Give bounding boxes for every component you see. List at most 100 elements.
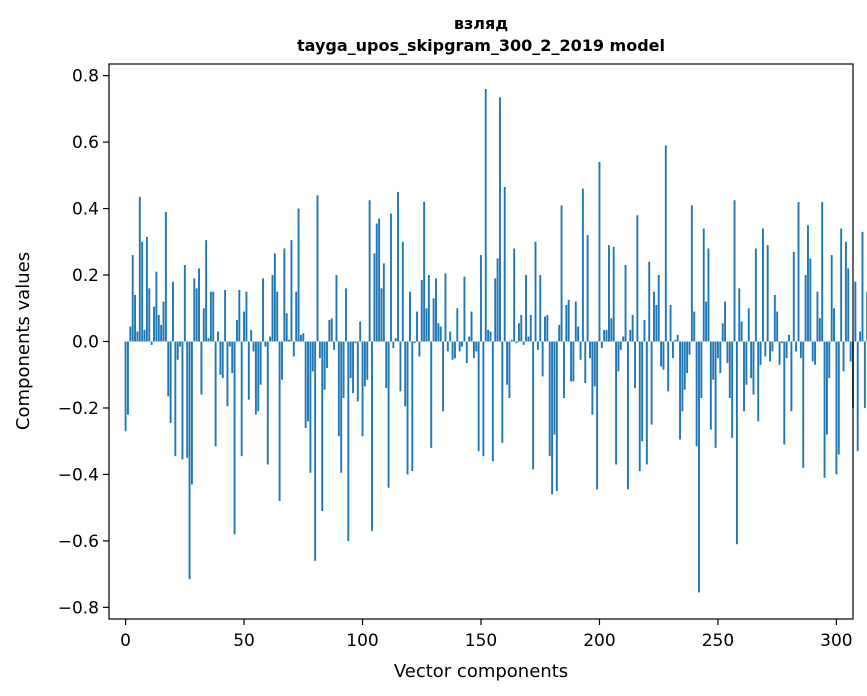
bar-275 bbox=[776, 311, 779, 342]
bar-107 bbox=[378, 218, 381, 342]
bar-237 bbox=[686, 341, 689, 374]
bar-39 bbox=[217, 331, 219, 342]
bar-52 bbox=[247, 341, 250, 400]
bar-206 bbox=[612, 246, 615, 342]
bar-264 bbox=[750, 341, 753, 379]
bar-274 bbox=[773, 294, 776, 342]
bar-225 bbox=[657, 275, 660, 342]
bar-200 bbox=[598, 162, 601, 342]
bar-78 bbox=[309, 341, 312, 473]
bar-304 bbox=[844, 241, 847, 342]
bar-64 bbox=[276, 291, 279, 342]
bar-246 bbox=[707, 248, 710, 342]
bar-19 bbox=[169, 341, 172, 423]
y-axis-label: Components values bbox=[13, 252, 34, 430]
bar-241 bbox=[695, 341, 698, 447]
bar-213 bbox=[629, 329, 632, 342]
bar-43 bbox=[226, 341, 229, 407]
bar-47 bbox=[236, 319, 238, 342]
bar-143 bbox=[463, 276, 466, 342]
bar-119 bbox=[406, 341, 409, 475]
bar-311 bbox=[861, 231, 864, 342]
bar-18 bbox=[167, 341, 170, 397]
bar-261 bbox=[743, 341, 745, 412]
bar-109 bbox=[382, 263, 385, 342]
bar-34 bbox=[205, 240, 208, 342]
bar-203 bbox=[605, 329, 608, 342]
x-axis-ticks: 0 50 100 150 200 250 300 bbox=[120, 619, 853, 651]
bar-155 bbox=[491, 341, 494, 462]
bar-69 bbox=[288, 339, 291, 342]
bar-229 bbox=[667, 341, 670, 392]
bar-149 bbox=[477, 341, 480, 452]
bar-152 bbox=[484, 88, 487, 342]
bar-252 bbox=[721, 323, 724, 342]
bar-196 bbox=[589, 341, 591, 359]
bar-101 bbox=[363, 341, 366, 387]
bar-75 bbox=[302, 333, 305, 342]
bar-44 bbox=[228, 341, 231, 347]
bar-177 bbox=[544, 316, 546, 342]
bar-129 bbox=[430, 341, 433, 448]
bar-187 bbox=[567, 299, 570, 342]
bar-244 bbox=[702, 228, 705, 342]
bar-108 bbox=[380, 288, 383, 342]
bar-172 bbox=[532, 341, 535, 470]
bar-247 bbox=[709, 341, 712, 430]
bar-301 bbox=[837, 341, 840, 455]
bar-51 bbox=[245, 291, 248, 342]
bar-139 bbox=[453, 341, 456, 359]
bar-145 bbox=[468, 336, 471, 342]
bar-174 bbox=[536, 341, 539, 350]
bar-105 bbox=[373, 253, 376, 342]
bar-245 bbox=[705, 301, 708, 342]
bar-167 bbox=[520, 314, 523, 342]
bar-87 bbox=[330, 318, 333, 342]
bar-3 bbox=[131, 255, 134, 342]
bar-91 bbox=[340, 341, 343, 473]
bar-190 bbox=[574, 301, 577, 342]
bar-163 bbox=[510, 339, 513, 342]
x-tick-label: 0 bbox=[120, 631, 131, 651]
bar-31 bbox=[198, 268, 200, 342]
bar-256 bbox=[731, 341, 734, 438]
bar-99 bbox=[359, 321, 362, 342]
bar-265 bbox=[752, 341, 755, 395]
bar-221 bbox=[648, 261, 651, 342]
bar-285 bbox=[799, 341, 802, 359]
bar-141 bbox=[458, 341, 461, 352]
bar-13 bbox=[155, 271, 158, 342]
bar-83 bbox=[321, 341, 324, 511]
bar-81 bbox=[316, 195, 319, 342]
bar-298 bbox=[830, 255, 833, 342]
bar-268 bbox=[759, 341, 762, 365]
bar-191 bbox=[577, 326, 580, 342]
bar-279 bbox=[785, 341, 788, 359]
y-axis-ticks: −0.8 −0.6 −0.4 −0.2 0.0 0.2 0.4 0.6 0.8 bbox=[58, 67, 109, 618]
bar-117 bbox=[401, 241, 404, 342]
bar-11 bbox=[150, 341, 153, 345]
bar-93 bbox=[344, 288, 347, 342]
bar-297 bbox=[828, 341, 831, 379]
bar-123 bbox=[416, 311, 418, 342]
bar-137 bbox=[449, 331, 452, 342]
bar-181 bbox=[553, 341, 556, 435]
bar-130 bbox=[432, 298, 435, 342]
bar-70 bbox=[290, 240, 293, 342]
bar-236 bbox=[683, 341, 686, 390]
bar-255 bbox=[728, 341, 731, 398]
bars-group bbox=[124, 88, 867, 593]
bar-198 bbox=[593, 341, 596, 387]
bar-220 bbox=[645, 341, 648, 465]
bar-114 bbox=[394, 338, 397, 342]
bar-214 bbox=[631, 314, 634, 342]
bar-290 bbox=[811, 341, 814, 362]
bar-121 bbox=[411, 341, 414, 472]
bar-131 bbox=[435, 278, 437, 342]
bar-195 bbox=[586, 235, 589, 342]
bar-55 bbox=[254, 341, 257, 415]
bar-249 bbox=[714, 341, 717, 448]
bar-124 bbox=[418, 341, 421, 357]
bar-242 bbox=[698, 341, 700, 593]
bar-305 bbox=[847, 268, 850, 342]
